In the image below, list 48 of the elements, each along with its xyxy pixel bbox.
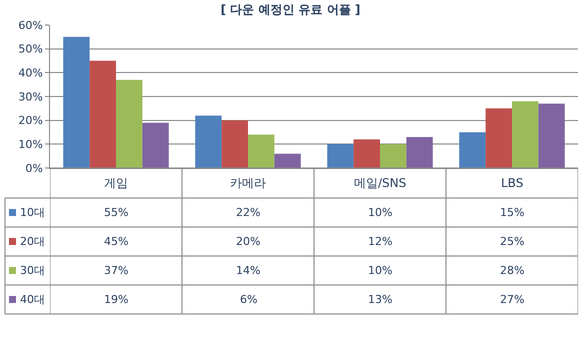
x-tick-label: LBS [501,176,524,190]
y-tick-label: 20% [18,114,43,128]
bar [116,80,142,168]
bar [274,154,301,168]
bar [380,144,406,168]
y-tick-label: 0% [25,162,43,175]
data-label: 14% [236,264,260,277]
legend-label: 40대 [20,293,45,306]
data-label: 25% [500,235,524,248]
y-tick-label: 50% [18,42,43,56]
data-label: 19% [104,293,128,306]
legend-label: 30대 [20,264,45,277]
y-tick-label: 40% [18,66,43,80]
bar [512,101,538,168]
data-label: 12% [368,235,392,248]
data-label: 55% [104,206,128,219]
legend-label: 20대 [20,235,45,248]
bar [90,60,116,168]
bar [486,108,512,168]
data-label: 45% [104,235,128,248]
data-label: 10% [368,264,392,277]
bar [63,36,90,168]
y-tick-label: 30% [18,90,43,104]
chart-title: [ 다운 예정인 유료 어플 ] [220,2,360,17]
legend-label: 10대 [20,206,45,219]
data-label: 20% [236,235,260,248]
data-label: 22% [236,206,260,219]
bar [142,122,169,168]
bar [222,120,248,168]
data-label: 28% [500,264,524,277]
data-label: 37% [104,264,128,277]
bar [354,139,380,168]
bar [459,132,486,168]
data-label: 27% [500,293,524,306]
x-tick-label: 카메라 [230,176,266,190]
bar [327,144,354,168]
data-label: 15% [500,206,524,219]
y-tick-label: 10% [18,138,43,152]
x-tick-label: 메일/SNS [354,176,406,190]
data-label: 6% [240,293,258,306]
data-label: 10% [368,206,392,219]
y-tick-label: 60% [18,18,43,32]
bar [538,104,565,168]
bar [406,137,433,168]
bar [195,116,222,168]
bar [248,134,274,168]
x-tick-label: 게임 [104,176,128,190]
data-label: 13% [368,293,392,306]
